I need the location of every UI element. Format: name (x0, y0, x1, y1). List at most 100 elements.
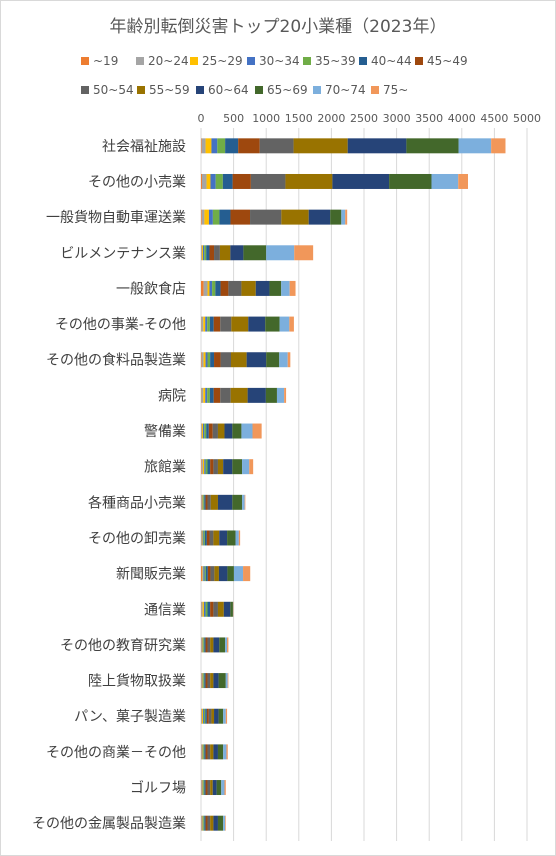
bar-segment (206, 423, 209, 439)
category-label: パン、菓子製造業 (74, 709, 186, 725)
bar-segment (202, 673, 204, 689)
bar-segment (201, 138, 202, 154)
bar-segment (207, 387, 210, 403)
x-tick-label: 0 (198, 112, 205, 125)
bar-segment (225, 673, 228, 689)
category-label: 警備業 (144, 424, 186, 440)
bar-segment (281, 209, 309, 225)
category-label: 旅館業 (144, 459, 186, 476)
bar-segment (203, 352, 206, 368)
bar-segment (223, 459, 233, 475)
bar-segment (203, 494, 205, 510)
bar-segment (203, 530, 205, 546)
bar-segment (252, 423, 262, 439)
bar-segment (226, 744, 228, 760)
bar-segment (230, 601, 233, 617)
bar-segment (242, 459, 250, 475)
category-label: 新聞販売業 (116, 567, 186, 583)
bar-segment (223, 815, 226, 831)
bar-segment (217, 744, 224, 760)
legend-swatch (303, 57, 311, 65)
bar-segment (201, 637, 202, 653)
bar-segment (202, 494, 204, 510)
x-tick-label: 3500 (415, 112, 443, 125)
legend-label: 70~74 (325, 83, 366, 97)
bar-segment (212, 423, 218, 439)
bar-segment (266, 245, 295, 261)
bar-segment (203, 566, 205, 582)
bar-segment (207, 316, 210, 332)
bar-segment (210, 459, 214, 475)
bar-segment (218, 708, 224, 724)
bar-segment (202, 708, 204, 724)
bar-segment (219, 530, 228, 546)
bar-segment (206, 173, 211, 189)
x-tick-label: 1000 (252, 112, 280, 125)
bar-segment (248, 316, 266, 332)
bar-segment (203, 280, 208, 296)
bar-segment (220, 280, 229, 296)
bar-segment (225, 637, 228, 653)
bar-segment (201, 209, 202, 225)
bar-segment (223, 744, 227, 760)
bar-segment (491, 138, 506, 154)
bar-segment (202, 566, 204, 582)
bar-segment (259, 138, 294, 154)
bar-segment (224, 780, 226, 796)
bar-segment (213, 459, 218, 475)
bar-segment (201, 423, 202, 439)
category-label: ビルメンテナンス業 (60, 246, 186, 262)
bar-segment (210, 744, 214, 760)
bar-segment (269, 280, 282, 296)
bar-segment (215, 173, 223, 189)
bar-segment (214, 708, 219, 724)
bar-segment (201, 530, 202, 546)
bar-segment (203, 708, 206, 724)
bar-segment (205, 352, 208, 368)
bar-segment (221, 780, 225, 796)
bar-segment (202, 780, 204, 796)
bar-segment (201, 245, 203, 261)
bar-segment (332, 173, 390, 189)
bar-segment (232, 423, 242, 439)
category-labels: 社会福祉施設その他の小売業一般貨物自動車運送業ビルメンテナンス業一般飲食店その他… (32, 139, 186, 832)
bar-segment (206, 530, 210, 546)
bar-segment (205, 566, 208, 582)
bar-segment (205, 387, 208, 403)
bar-segment (225, 708, 228, 724)
bar-segment (204, 637, 206, 653)
bar-segment (201, 708, 202, 724)
legend-swatch (81, 86, 89, 94)
bar-segment (225, 815, 226, 831)
bar-segment (201, 815, 202, 831)
bar-segment (213, 316, 221, 332)
category-label: その他の事業-その他 (55, 317, 186, 333)
bar-segment (293, 138, 348, 154)
bar-segment (289, 316, 294, 332)
bar-segment (204, 530, 207, 546)
x-tick-label: 2000 (317, 112, 345, 125)
legend-swatch (136, 57, 144, 65)
bar-segment (210, 780, 213, 796)
bar-segment (204, 673, 206, 689)
bar-segment (279, 352, 288, 368)
bar-segment (205, 815, 208, 831)
bar-segment (285, 173, 333, 189)
bar-segment (216, 780, 222, 796)
bar-segment (224, 423, 233, 439)
bar-segment (204, 815, 206, 831)
bar-segment (219, 637, 226, 653)
legend-swatch (371, 86, 379, 94)
bar-segment (230, 352, 247, 368)
bar-segment (207, 780, 211, 796)
bar-segment (431, 173, 459, 189)
bar-segment (210, 352, 215, 368)
bar-segment (201, 280, 204, 296)
legend: ~19 20~24 25~29 30~34 35~39 40~44 45~49 50~54 55… (81, 54, 468, 97)
bar-segment (213, 530, 220, 546)
bar-segment (201, 780, 203, 796)
x-tick-label: 500 (223, 112, 244, 125)
bar-segment (247, 387, 266, 403)
category-label: その他の食料品製造業 (46, 352, 186, 369)
bar-segment (246, 352, 267, 368)
